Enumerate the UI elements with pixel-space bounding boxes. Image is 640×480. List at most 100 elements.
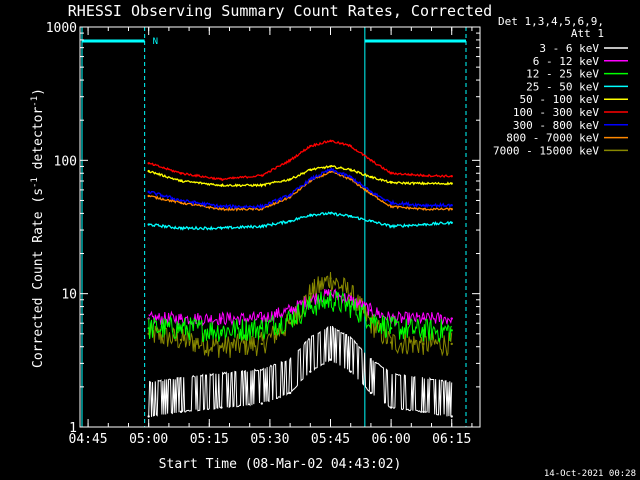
x-tick-label: 04:45: [69, 432, 108, 447]
data-point: [309, 370, 312, 373]
data-point: [450, 182, 453, 185]
data-point: [179, 199, 183, 202]
data-point: [422, 317, 425, 320]
x-tick-label: 06:15: [432, 432, 471, 447]
x-tick-label: 05:30: [250, 432, 289, 447]
data-point: [288, 193, 292, 197]
series-12-25-kev: [147, 291, 453, 344]
legend-entry-label: 800 - 7000 keV: [506, 132, 599, 145]
legend-entry-label: 25 - 50 keV: [526, 80, 599, 93]
data-point: [422, 329, 425, 332]
data-point: [288, 391, 292, 395]
data-point: [179, 327, 183, 330]
data-point: [288, 159, 292, 162]
data-point: [450, 329, 453, 332]
legend-header-line: Att 1: [571, 27, 604, 40]
data-point: [349, 144, 352, 148]
y-tick-label: 100: [54, 154, 77, 169]
data-point: [389, 205, 393, 208]
legend-entry-label: 6 - 12 keV: [533, 55, 600, 68]
data-point: [288, 178, 292, 181]
data-point: [220, 184, 223, 187]
x-axis-label: Start Time (08-Mar-02 04:43:02): [159, 457, 402, 472]
data-point: [147, 190, 150, 194]
x-tick-label: 05:00: [129, 432, 168, 447]
y-tick-label: 1: [69, 421, 77, 436]
data-point: [369, 317, 373, 320]
data-point: [288, 322, 292, 325]
series-100-300-kev: [147, 139, 453, 182]
legend-entry-label: 12 - 25 keV: [526, 68, 599, 81]
data-point: [329, 298, 332, 301]
axes: 1 10 100 1000 04:45 05:00 05:15 05:30 05:45 06:00…: [46, 21, 481, 447]
data-point: [349, 168, 352, 171]
data-point: [349, 298, 352, 301]
x-tick-label: 06:00: [372, 432, 411, 447]
data-point: [369, 192, 373, 196]
data-point: [369, 159, 373, 162]
data-point: [288, 309, 292, 312]
data-point: [369, 219, 373, 223]
data-point: [422, 182, 425, 185]
data-point: [369, 391, 373, 395]
series-trace: [148, 139, 452, 182]
data-point: [389, 181, 393, 184]
data-point: [389, 201, 393, 205]
data-point: [179, 172, 183, 175]
data-point: [220, 205, 223, 208]
data-point: [389, 406, 393, 409]
data-point: [450, 342, 453, 346]
data-point: [329, 277, 332, 280]
legend-entry-label: 3 - 6 keV: [539, 42, 599, 55]
data-point: [220, 208, 223, 211]
y-axis-label-end: ): [31, 88, 46, 96]
data-point: [309, 213, 312, 217]
series-trace: [148, 170, 453, 212]
y-axis-label: Corrected Count Rate (s-1 detector-1): [30, 88, 46, 368]
data-point: [349, 370, 352, 373]
data-point: [147, 194, 150, 198]
series-3-6-kev: [147, 325, 453, 418]
data-point: [349, 292, 352, 295]
y-axis-label-main: Corrected Count Rate (s: [31, 188, 46, 368]
data-point: [179, 410, 183, 414]
data-point: [329, 139, 332, 143]
y-axis-label-sup-1: -1: [30, 177, 40, 188]
x-tick-label: 05:15: [190, 432, 229, 447]
data-point: [179, 317, 183, 320]
night-label: N: [153, 37, 158, 47]
data-point: [450, 221, 453, 225]
data-point: [220, 317, 223, 320]
data-point: [349, 305, 352, 308]
data-point: [329, 165, 332, 168]
data-point: [260, 327, 264, 330]
data-point: [369, 190, 373, 194]
series-trace: [148, 211, 453, 231]
data-point: [260, 205, 264, 208]
data-point: [309, 292, 312, 295]
data-point: [450, 208, 453, 211]
data-point: [260, 342, 264, 346]
data-point: [329, 212, 332, 215]
data-point: [422, 342, 425, 346]
data-point: [450, 317, 453, 320]
legend-entry-label: 300 - 800 keV: [513, 119, 599, 132]
data-point: [369, 309, 373, 312]
data-point: [389, 327, 393, 330]
series-trace: [148, 291, 452, 344]
data-point: [309, 144, 312, 148]
series-trace: [148, 325, 453, 417]
series-trace: [148, 164, 453, 188]
data-point: [147, 415, 150, 418]
plot-frame: [79, 26, 481, 428]
data-point: [147, 223, 150, 226]
series-800-7000-kev: [147, 170, 453, 212]
data-point: [260, 184, 264, 187]
data-point: [309, 305, 312, 308]
data-point: [147, 327, 150, 330]
legend-header-line: Det 1,3,4,5,6,9,: [498, 15, 604, 28]
data-point: [369, 175, 373, 179]
series-trace: [148, 167, 453, 210]
